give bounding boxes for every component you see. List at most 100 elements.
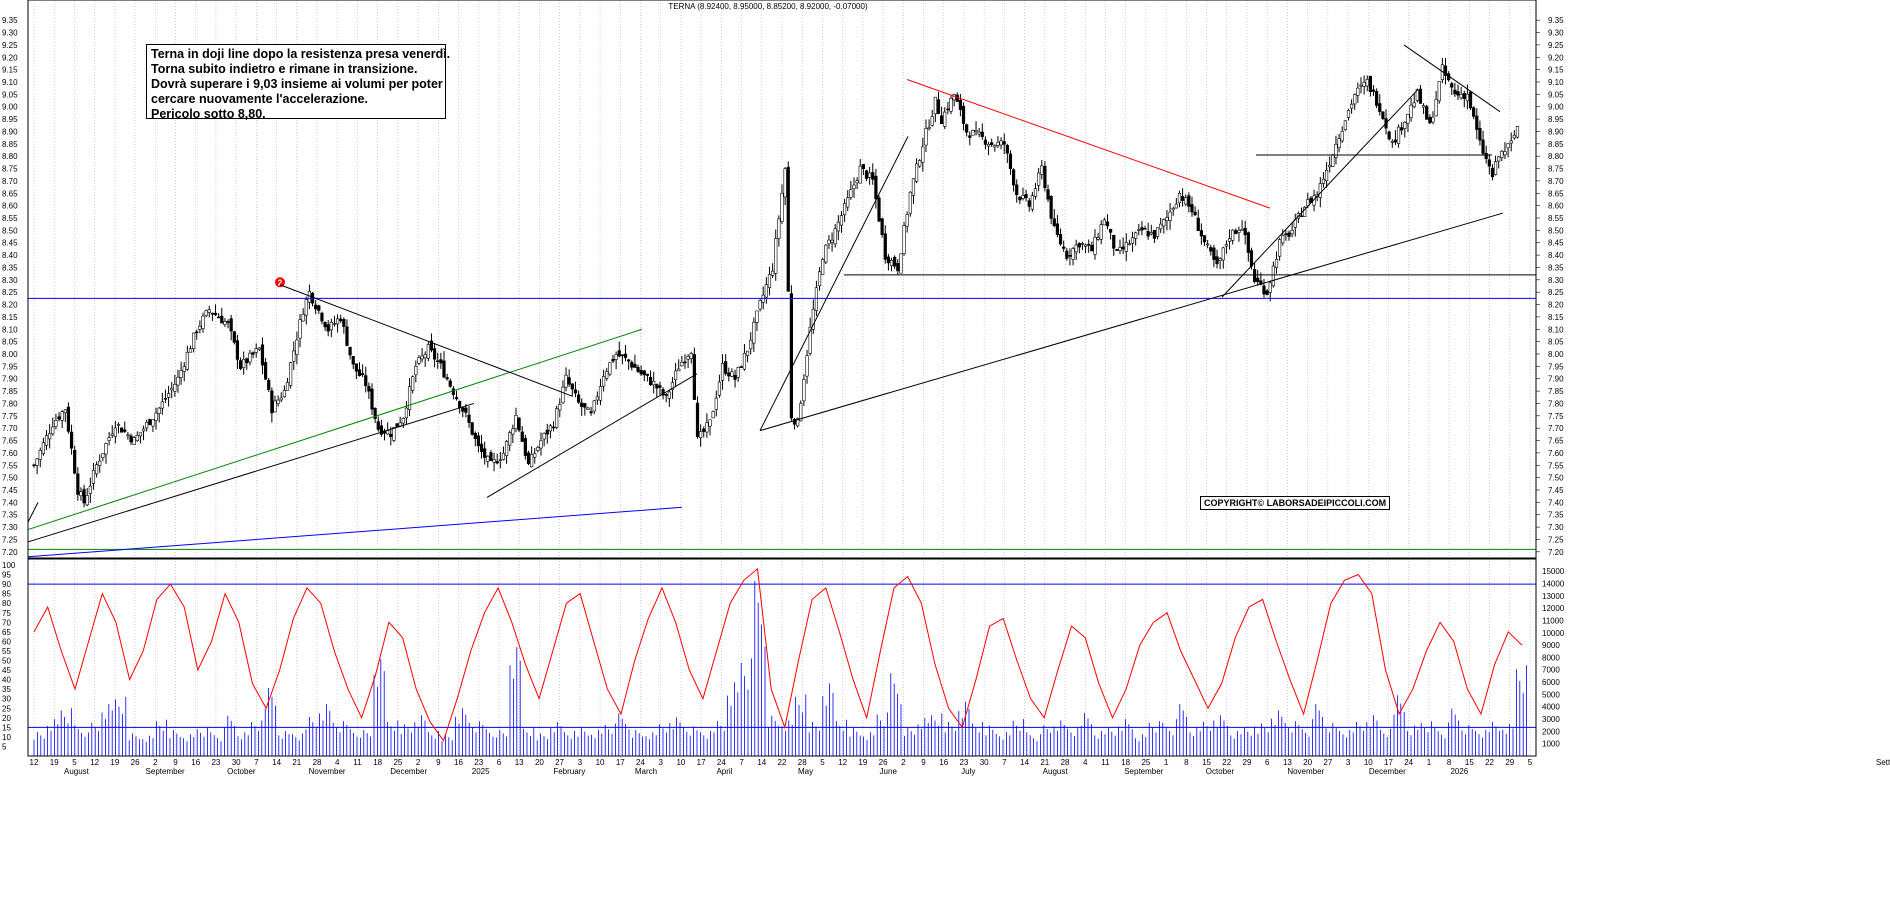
candle-body: [1387, 131, 1391, 140]
y-tick-label: 9.20: [2, 53, 18, 62]
candle-body: [104, 443, 108, 455]
candle-body: [1337, 138, 1341, 149]
oscillator-tick-label: 20: [2, 714, 11, 723]
volume-tick-label: 1000: [1542, 740, 1560, 749]
candle-body: [805, 355, 809, 377]
month-label: December: [390, 767, 427, 776]
y-tick-label: 8.70: [1548, 177, 1564, 186]
candle-body: [1343, 120, 1347, 131]
candle-body: [120, 427, 124, 433]
candle-body: [639, 370, 643, 375]
candle-body: [442, 360, 446, 378]
month-label: October: [1206, 767, 1235, 776]
x-tick-label: 30: [980, 758, 989, 767]
y-tick-label: 7.65: [2, 437, 18, 446]
candle-body: [1181, 196, 1185, 201]
candle-body: [1096, 237, 1100, 240]
candle-body: [411, 376, 415, 391]
candle-body: [1221, 247, 1225, 261]
y-tick-label: 7.25: [1548, 535, 1564, 544]
candle-body: [739, 366, 743, 368]
candle-body: [1199, 230, 1203, 237]
candle-body: [1162, 219, 1166, 227]
x-tick-label: 14: [272, 758, 281, 767]
y-tick-label: 8.05: [1548, 338, 1564, 347]
candle-body: [1346, 110, 1351, 118]
y-tick-label: 8.10: [2, 325, 18, 334]
candle-body: [714, 397, 718, 410]
candle-body: [448, 380, 452, 387]
candle-body: [918, 160, 922, 167]
annotation-box: Terna in doji line dopo la resistenza pr…: [146, 44, 450, 121]
x-tick-label: 13: [1283, 758, 1292, 767]
candle-body: [170, 387, 174, 391]
candle-body: [401, 417, 405, 424]
candle-body: [1227, 238, 1232, 242]
x-tick-label: 22: [1222, 758, 1231, 767]
y-tick-label: 7.20: [1548, 548, 1564, 557]
candle-body: [1334, 143, 1338, 158]
oscillator-tick-label: 25: [2, 704, 11, 713]
candle-body: [677, 368, 681, 372]
marker-label: 2: [278, 278, 283, 287]
y-tick-label: 7.40: [2, 498, 18, 507]
candle-body: [1177, 192, 1182, 204]
candle-body: [824, 244, 828, 263]
candle-body: [742, 353, 747, 370]
x-tick-label: 6: [1265, 758, 1270, 767]
candle-body: [846, 197, 850, 208]
candle-body: [817, 271, 822, 287]
oscillator-tick-label: 10: [2, 733, 11, 742]
x-tick-label: 1: [1427, 758, 1432, 767]
candle-body: [1030, 195, 1034, 210]
y-tick-label: 7.55: [2, 461, 18, 470]
y-tick-label: 7.50: [2, 474, 18, 483]
x-tick-label: 21: [1040, 758, 1049, 767]
candle-body: [489, 452, 493, 461]
candle-body: [94, 464, 99, 475]
candle-body: [802, 379, 806, 402]
candle-body: [217, 316, 221, 319]
x-tick-label: 13: [515, 758, 524, 767]
oscillator-tick-label: 15: [2, 723, 11, 732]
candle-body: [1484, 152, 1488, 160]
candle-body: [332, 323, 337, 325]
y-tick-label: 9.25: [2, 41, 18, 50]
candle-body: [1421, 105, 1426, 108]
candle-body: [864, 170, 869, 179]
candle-body: [1400, 127, 1404, 131]
candle-body: [226, 321, 230, 323]
candle-body: [983, 139, 988, 145]
x-tick-label: 21: [292, 758, 301, 767]
candle-body: [686, 356, 690, 360]
candle-body: [107, 437, 111, 441]
month-label: February: [553, 767, 585, 776]
candle-body: [48, 433, 52, 440]
red-trendline: [906, 79, 1271, 209]
candle-body: [780, 192, 784, 222]
candle-body: [335, 318, 340, 325]
candle-body: [1299, 215, 1304, 218]
candle-body: [273, 400, 277, 413]
candle-body: [670, 382, 675, 390]
candle-body: [57, 416, 61, 420]
x-tick-label: 11: [1101, 758, 1110, 767]
candle-body: [933, 96, 937, 115]
lower-frame: [27, 558, 1537, 757]
candle-body: [364, 375, 368, 386]
candle-body: [733, 375, 737, 380]
candle-body: [623, 353, 628, 359]
candle-body: [689, 352, 693, 359]
candle-body: [774, 238, 778, 274]
candle-body: [138, 432, 143, 437]
oscillator-tick-label: 50: [2, 657, 11, 666]
y-tick-label: 8.75: [2, 165, 18, 174]
candle-body: [157, 407, 161, 414]
steep-trendline: [759, 136, 909, 431]
candle-body: [580, 402, 584, 407]
candle-body: [1278, 239, 1282, 257]
candle-body: [361, 373, 365, 376]
candle-body: [414, 366, 418, 376]
candle-body: [814, 287, 819, 311]
month-label: November: [309, 767, 346, 776]
